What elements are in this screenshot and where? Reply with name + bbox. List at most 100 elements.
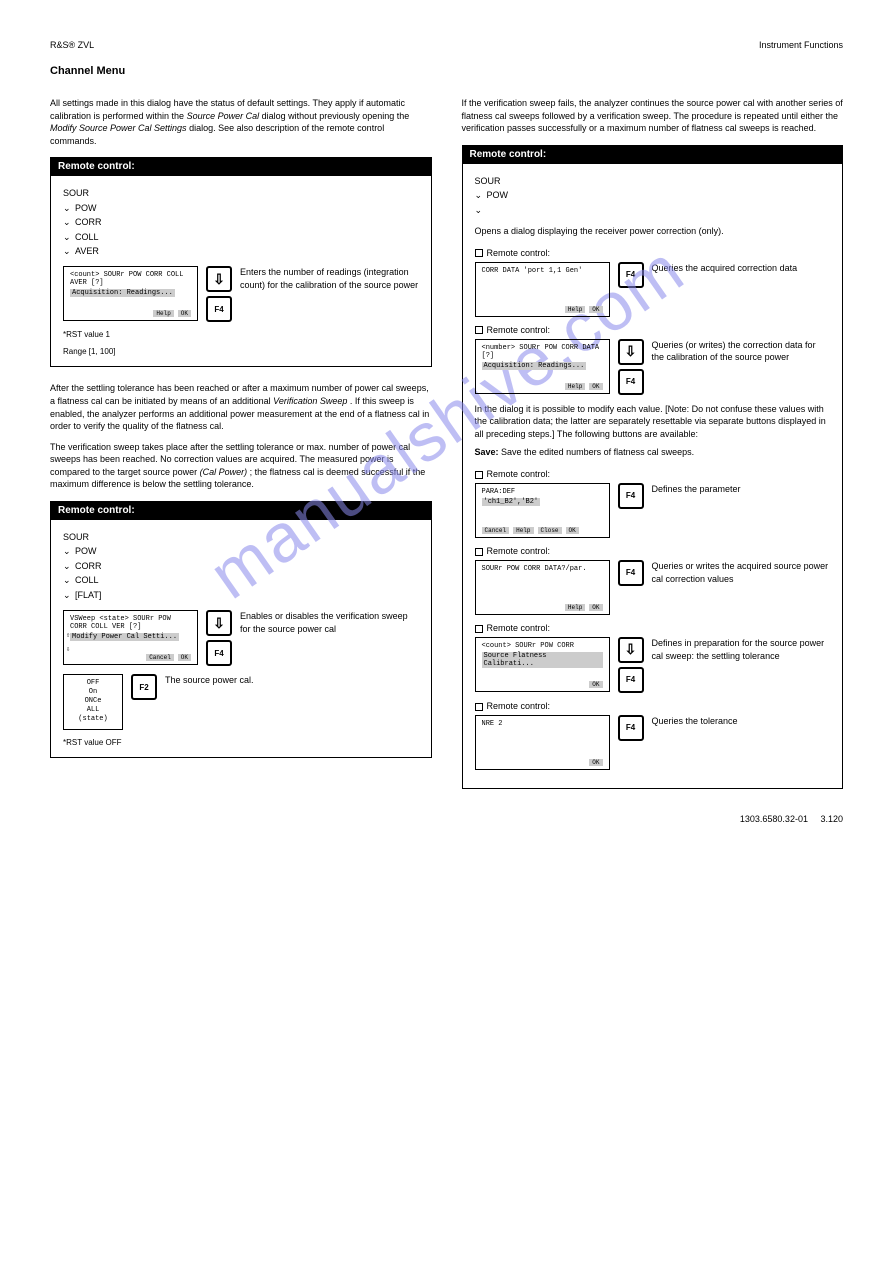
chevron-down-icon: ⌄	[63, 244, 75, 258]
header-right: Instrument Functions	[759, 40, 843, 50]
arrow-down-key[interactable]	[206, 610, 232, 636]
f4-key[interactable]: F4	[618, 667, 644, 693]
bullet-icon	[475, 249, 483, 257]
footnote-2: *RST value OFF	[63, 738, 419, 747]
nav2-3: COLL	[75, 575, 99, 585]
lcdr2-hl: Acquisition: Readings...	[482, 362, 587, 370]
lcdr5-ok[interactable]: OK	[589, 681, 602, 688]
f2-key[interactable]: F2	[131, 674, 157, 700]
lcdr1-help[interactable]: Help	[565, 306, 585, 313]
lcdm-2: ONCe	[68, 697, 118, 706]
lcdm-1: On	[68, 688, 118, 697]
intro1-em2: Modify Source Power Cal Settings	[50, 123, 187, 133]
chevron-down-icon: ⌄	[63, 215, 75, 229]
lcdr4-ok[interactable]: OK	[589, 604, 602, 611]
f4-key[interactable]: F4	[618, 715, 644, 741]
intro-r: If the verification sweep fails, the ana…	[462, 97, 844, 135]
lcdr3-b1[interactable]: Help	[513, 527, 533, 534]
intro-text-2: After the settling tolerance has been re…	[50, 382, 432, 491]
lcdr2-ok[interactable]: OK	[589, 383, 602, 390]
chevron-down-icon: ⌄	[475, 188, 487, 202]
save-btn-text: Save: Save the edited numbers of flatnes…	[475, 446, 831, 459]
lcd2-hl: Modify Power Cal Setti...	[70, 633, 179, 641]
intro-text-1: All settings made in this dialog have th…	[50, 97, 432, 147]
bullet-icon	[475, 703, 483, 711]
f4-key[interactable]: F4	[618, 560, 644, 586]
desc-1: Enters the number of readings (integrati…	[240, 266, 419, 291]
lcd-screen-2: VSWeep <state> SOURr POW CORR COLL VER […	[63, 610, 198, 665]
lcdr3-b3[interactable]: OK	[566, 527, 579, 534]
lcd1-help[interactable]: Help	[153, 310, 173, 317]
chevron-down-icon: ⌄	[63, 573, 75, 587]
bullet-icon	[475, 471, 483, 479]
f4-key[interactable]: F4	[206, 640, 232, 666]
chevron-down-icon: ⌄	[63, 201, 75, 215]
chevron-down-icon: ⌄	[475, 203, 487, 217]
lcd-r5: <count> SOURr POW CORR Source Flatness C…	[475, 637, 610, 692]
intro2a-em: Verification Sweep	[273, 396, 347, 406]
intro-text-r: If the verification sweep fails, the ana…	[462, 97, 844, 135]
footnote-1a: *RST value 1	[63, 330, 419, 339]
lcd1-ok[interactable]: OK	[178, 310, 191, 317]
lcdr4-l1: SOURr POW CORR DATA?/par.	[482, 565, 603, 573]
header-left: R&S® ZVL	[50, 40, 94, 50]
nav1-0: SOUR	[63, 188, 89, 198]
lcd2-line1: VSWeep <state> SOURr POW CORR COLL VER […	[70, 615, 191, 631]
bullet-icon	[475, 625, 483, 633]
nav2-1: POW	[75, 546, 97, 556]
chevron-down-icon: ⌄	[63, 544, 75, 558]
page-title: Channel Menu	[50, 65, 843, 77]
lcdr3-b2[interactable]: Close	[538, 527, 562, 534]
lcdr6-l1: NRE 2	[482, 720, 603, 728]
bullet-icon	[475, 548, 483, 556]
desc-r2: Queries (or writes) the correction data …	[652, 339, 831, 364]
nav1-1: POW	[75, 203, 97, 213]
right-column: If the verification sweep fails, the ana…	[462, 97, 844, 804]
arrow-down-key[interactable]	[618, 637, 644, 663]
lcdr2-l1: <number> SOURr POW CORR DATA [?]	[482, 344, 603, 360]
step4-label: Remote control:	[487, 546, 551, 556]
lcdr1-ok[interactable]: OK	[589, 306, 602, 313]
lcd1-hl: Acquisition: Readings...	[70, 289, 175, 297]
lcd-r4: SOURr POW CORR DATA?/par. Help OK	[475, 560, 610, 615]
nav1-2: CORR	[75, 217, 102, 227]
f4-key[interactable]: F4	[618, 483, 644, 509]
lcd1-line1: <count> SOURr POW CORR COLL AVER [?]	[70, 271, 191, 287]
lcdm-5: (state)	[68, 715, 118, 724]
page-number: 1303.6580.32-01 3.120	[740, 814, 843, 824]
navr-1: POW	[487, 190, 509, 200]
lcd2-cancel[interactable]: Cancel	[146, 654, 174, 661]
lcd2-ok[interactable]: OK	[178, 654, 191, 661]
chevron-down-icon: ⌄	[63, 588, 75, 602]
desc-r6: Queries the tolerance	[652, 715, 831, 728]
f4-key[interactable]: F4	[206, 296, 232, 322]
left-column: All settings made in this dialog have th…	[50, 97, 432, 804]
f4-key[interactable]: F4	[618, 369, 644, 395]
lcdr6-ok[interactable]: OK	[589, 759, 602, 766]
section2-title: Remote control:	[50, 501, 432, 520]
step6-label: Remote control:	[487, 701, 551, 711]
lcdr3-b0[interactable]: Cancel	[482, 527, 510, 534]
chevron-down-icon: ⌄	[63, 559, 75, 573]
lcdr4-help[interactable]: Help	[565, 604, 585, 611]
lcdm-3: ALL	[68, 706, 118, 715]
arrow-down-key[interactable]	[206, 266, 232, 292]
arrow-down-key[interactable]	[618, 339, 644, 365]
nav-path-1: SOUR ⌄POW ⌄CORR ⌄COLL ⌄AVER	[63, 186, 419, 258]
nav2-0: SOUR	[63, 532, 89, 542]
step2-label: Remote control:	[487, 325, 551, 335]
lcdm-0: OFF	[68, 679, 118, 688]
page-header: R&S® ZVL Instrument Functions	[50, 40, 843, 50]
lcdr2-help[interactable]: Help	[565, 383, 585, 390]
step5-label: Remote control:	[487, 623, 551, 633]
lcd-r1: CORR DATA 'port 1,1 Gen' Help OK	[475, 262, 610, 317]
f4-key[interactable]: F4	[618, 262, 644, 288]
nav-path-r: SOUR ⌄POW ⌄	[475, 174, 831, 217]
chevron-down-icon: ⌄	[63, 230, 75, 244]
intro1-b: dialog without previously opening the	[262, 111, 410, 121]
lcdr3-hl: 'ch1_B2','B2'	[482, 498, 541, 506]
intro1-em: Source Power Cal	[187, 111, 260, 121]
lcdr5-hl: Source Flatness Calibrati...	[482, 652, 603, 668]
bullet-icon	[475, 326, 483, 334]
lcd-r2: <number> SOURr POW CORR DATA [?] Acquisi…	[475, 339, 610, 394]
